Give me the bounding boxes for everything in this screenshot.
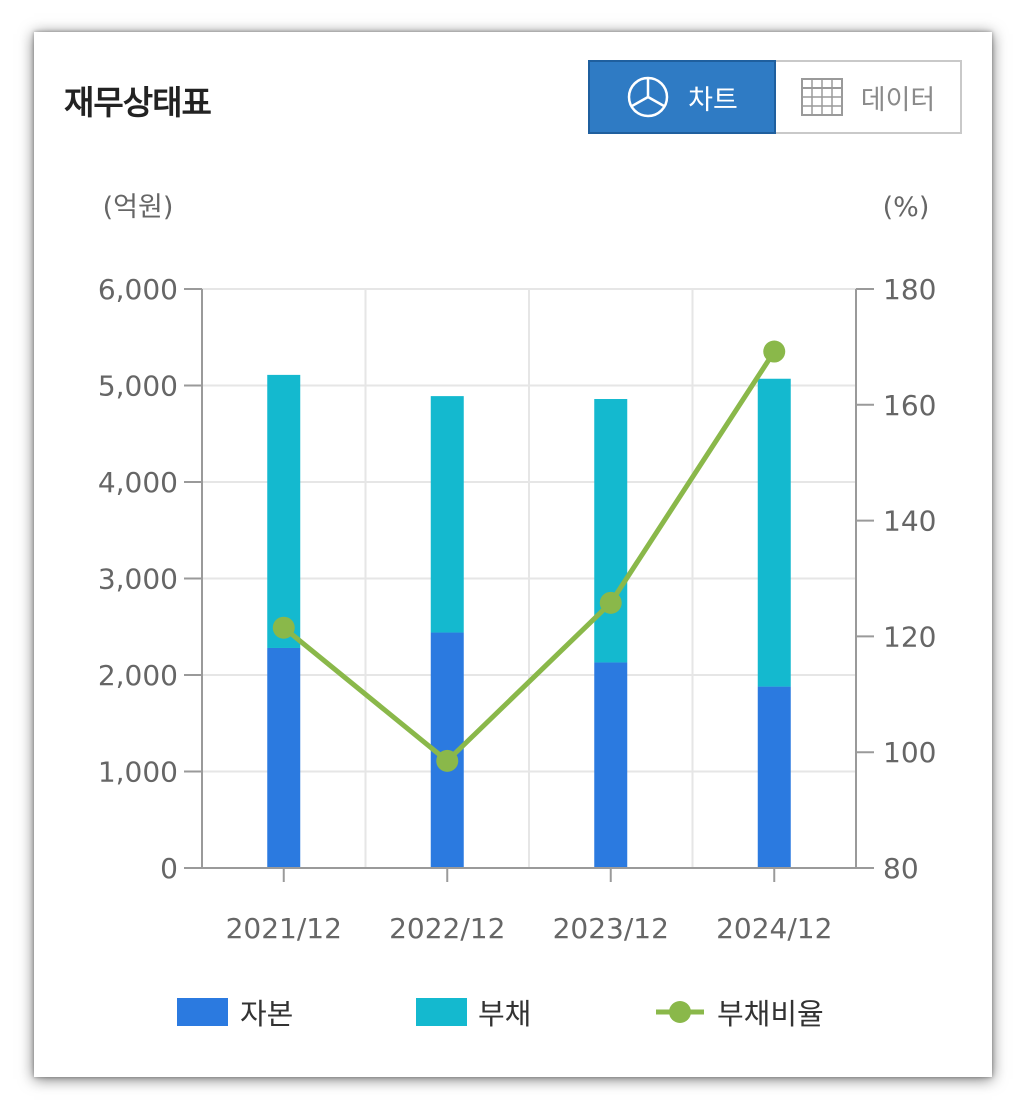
equity-bar bbox=[267, 647, 301, 868]
x-axis-tick-label: 2023/12 bbox=[553, 912, 669, 945]
left-axis-tick-label: 4,000 bbox=[98, 466, 178, 499]
x-axis-tick-label: 2021/12 bbox=[226, 912, 342, 945]
right-axis-tick-label: 140 bbox=[883, 505, 936, 538]
x-axis-tick-label: 2024/12 bbox=[716, 912, 832, 945]
right-axis-tick-label: 180 bbox=[883, 273, 936, 306]
data-view-label: 데이터 bbox=[860, 84, 936, 116]
left-axis-unit: (억원) bbox=[103, 192, 174, 223]
right-axis-tick-label: 120 bbox=[883, 620, 936, 653]
widget-title: 재무상태표 bbox=[64, 83, 212, 122]
legend-swatch-liabilities bbox=[416, 998, 467, 1026]
liabilities-bar bbox=[594, 399, 628, 663]
liabilities-bar bbox=[757, 378, 791, 687]
equity-bar bbox=[757, 686, 791, 868]
financial-statement-card: 재무상태표 차트 bbox=[34, 32, 992, 1077]
equity-bar bbox=[594, 662, 628, 868]
legend-swatch-debt-ratio-marker bbox=[669, 1001, 691, 1023]
right-axis-unit: (%) bbox=[883, 192, 930, 223]
left-axis-tick-label: 3,000 bbox=[98, 563, 178, 596]
right-axis-tick-label: 160 bbox=[883, 389, 936, 422]
legend-swatch-equity bbox=[177, 998, 228, 1026]
debt-ratio-point bbox=[599, 591, 622, 614]
right-axis-tick-label: 80 bbox=[883, 852, 919, 885]
legend-label-liabilities: 부채 bbox=[478, 997, 531, 1031]
balance-sheet-chart: (억원) (%) 0 1,000 2,000 3,000 4,000 5,000 6,000… bbox=[98, 192, 937, 1031]
debt-ratio-point bbox=[272, 616, 295, 639]
left-axis-tick-label: 5,000 bbox=[98, 370, 178, 403]
debt-ratio-point bbox=[763, 340, 786, 363]
x-axis-tick-label: 2022/12 bbox=[389, 912, 505, 945]
legend-label-equity: 자본 bbox=[240, 997, 293, 1031]
view-toggle: 차트 데이터 bbox=[588, 60, 962, 134]
legend-label-debt-ratio: 부채비율 bbox=[717, 997, 824, 1031]
left-axis-tick-label: 6,000 bbox=[98, 273, 178, 306]
chart-view-button[interactable]: 차트 bbox=[588, 60, 776, 134]
chart-view-label: 차트 bbox=[688, 84, 738, 116]
right-axis-tick-label: 100 bbox=[883, 736, 936, 769]
table-grid-icon bbox=[800, 78, 843, 116]
left-axis-tick-label: 2,000 bbox=[98, 659, 178, 692]
liabilities-bar bbox=[430, 396, 464, 633]
left-axis-tick-label: 0 bbox=[160, 852, 178, 885]
debt-ratio-line bbox=[282, 350, 777, 764]
pie-chart-icon bbox=[626, 75, 670, 119]
debt-ratio-point bbox=[436, 749, 459, 772]
data-view-button[interactable]: 데이터 bbox=[776, 60, 962, 134]
left-axis-tick-label: 1,000 bbox=[98, 756, 178, 789]
liabilities-bar bbox=[267, 374, 301, 648]
